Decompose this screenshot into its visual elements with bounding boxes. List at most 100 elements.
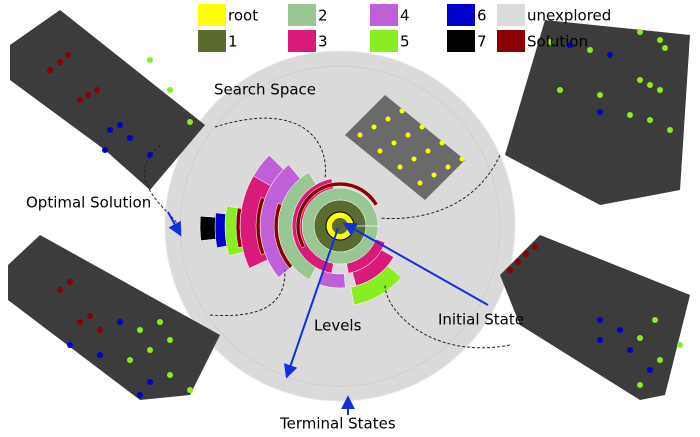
annotation: Optimal Solution: [26, 194, 151, 212]
state-dot: [87, 313, 93, 319]
state-dot: [391, 140, 397, 146]
state-dot: [167, 337, 173, 343]
state-dot: [417, 180, 423, 186]
state-dot: [77, 97, 83, 103]
state-dot: [187, 119, 193, 125]
connectors: [144, 117, 511, 349]
state-dot: [647, 82, 653, 88]
inner-ring: [332, 218, 348, 234]
state-dot: [377, 148, 383, 154]
arc: [255, 196, 266, 256]
state-dot: [57, 59, 63, 65]
state-dot: [411, 156, 417, 162]
state-dot: [523, 251, 529, 257]
arc: [295, 181, 379, 249]
state-dot: [425, 148, 431, 154]
legend-swatch: [370, 30, 398, 52]
arc: [235, 207, 243, 248]
state-dot: [77, 319, 83, 325]
state-dot: [637, 335, 643, 341]
legend-swatch: [447, 4, 475, 26]
state-dot: [597, 337, 603, 343]
state-dot: [357, 132, 363, 138]
legend-label: 5: [400, 33, 410, 51]
legend-swatch: [288, 4, 316, 26]
state-dot: [147, 347, 153, 353]
state-dot: [597, 109, 603, 115]
state-dot: [547, 39, 553, 45]
state-dot: [445, 164, 451, 170]
legend-label: 6: [477, 7, 487, 25]
state-dot: [567, 42, 573, 48]
state-dot: [397, 164, 403, 170]
state-dot: [65, 52, 71, 58]
state-dot: [167, 372, 173, 378]
state-dot: [677, 342, 683, 348]
state-dot: [597, 317, 603, 323]
state-dot: [94, 87, 100, 93]
state-dot: [507, 267, 513, 273]
state-dot: [137, 327, 143, 333]
legend-label: 3: [318, 33, 328, 51]
state-dot: [647, 117, 653, 123]
state-dot: [515, 259, 521, 265]
state-dot: [657, 87, 663, 93]
legend-label: Solution: [527, 33, 588, 51]
state-dot: [107, 127, 113, 133]
legend-label: root: [228, 7, 258, 25]
state-dot: [127, 135, 133, 141]
state-dot: [587, 47, 593, 53]
legend-swatch: [497, 30, 525, 52]
state-dot: [459, 156, 465, 162]
state-dot: [627, 112, 633, 118]
annotation: Levels: [314, 317, 362, 335]
legend-label: 1: [228, 33, 238, 51]
state-dot: [167, 87, 173, 93]
state-dot: [57, 287, 63, 293]
arc: [273, 203, 293, 269]
state-dot: [147, 379, 153, 385]
legend-swatch: [497, 4, 525, 26]
arc: [199, 215, 216, 241]
arc: [214, 212, 228, 248]
state-dot: [67, 279, 73, 285]
state-dot: [431, 172, 437, 178]
legend-swatch: [447, 30, 475, 52]
state-dot: [637, 382, 643, 388]
annotation: Initial State: [438, 311, 524, 329]
legend-label: unexplored: [527, 7, 611, 25]
annotation: Search Space: [214, 81, 316, 99]
sunburst: [199, 154, 402, 306]
state-dot: [67, 342, 73, 348]
state-dot: [439, 140, 445, 146]
state-dot: [102, 147, 108, 153]
legend: root 2 4 6 unexplored 1 3 5 7 Solution: [198, 4, 611, 52]
legend-swatch: [370, 4, 398, 26]
state-dot: [97, 327, 103, 333]
state-dot: [157, 319, 163, 325]
state-dot: [597, 92, 603, 98]
state-dot: [627, 347, 633, 353]
state-dot: [662, 45, 668, 51]
state-dot: [97, 352, 103, 358]
state-dot: [371, 124, 377, 130]
state-dot: [137, 392, 143, 398]
pointers: [167, 211, 489, 415]
state-dot: [667, 127, 673, 133]
state-dot: [419, 124, 425, 130]
state-dot: [532, 244, 538, 250]
state-dot: [85, 92, 91, 98]
state-dot: [117, 122, 123, 128]
state-dot: [385, 116, 391, 122]
state-dot: [47, 67, 53, 73]
state-dot: [657, 357, 663, 363]
state-dot: [117, 319, 123, 325]
annotation: Terminal States: [279, 415, 396, 433]
state-dot: [607, 52, 613, 58]
state-dot: [405, 132, 411, 138]
legend-label: 2: [318, 7, 328, 25]
legend-label: 4: [400, 7, 410, 25]
state-dot: [187, 387, 193, 393]
state-dot: [637, 29, 643, 35]
state-dot: [637, 77, 643, 83]
